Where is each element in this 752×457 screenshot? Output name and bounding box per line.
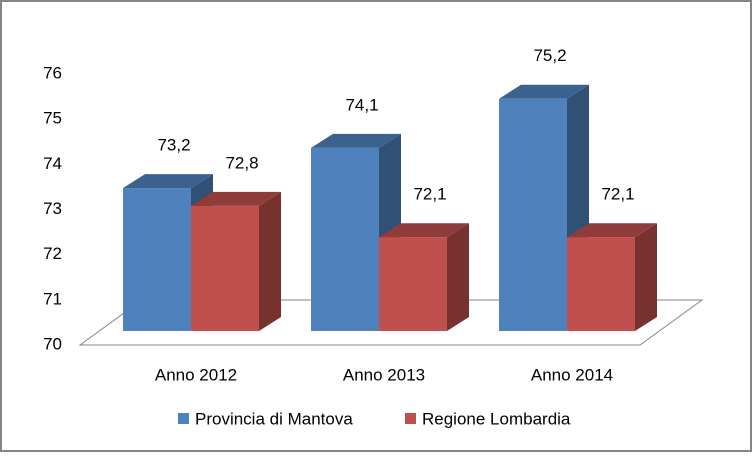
bar <box>379 237 447 331</box>
y-tick-label: 72 <box>43 244 62 263</box>
bar-top <box>123 174 213 189</box>
y-tick-label: 74 <box>43 154 62 173</box>
floor <box>78 299 704 346</box>
bar-top <box>567 223 657 238</box>
legend-swatch <box>405 413 416 424</box>
x-tick-label: Anno 2012 <box>155 365 237 384</box>
legend-label: Regione Lombardia <box>422 409 571 428</box>
y-tick-label: 71 <box>43 289 62 308</box>
bar-side <box>447 223 469 331</box>
value-label: 75,2 <box>533 46 566 65</box>
bar-side <box>259 191 281 331</box>
value-label: 73,2 <box>157 136 190 155</box>
value-label: 72,1 <box>413 185 446 204</box>
y-tick-label: 75 <box>43 109 62 128</box>
bar-top <box>379 223 469 238</box>
bar-top <box>311 133 401 148</box>
bar <box>191 205 259 331</box>
bar <box>311 147 379 331</box>
bar-top <box>191 191 281 206</box>
y-tick-label: 76 <box>43 63 62 82</box>
x-tick-label: Anno 2013 <box>343 365 425 384</box>
bar <box>499 98 567 331</box>
value-label: 72,8 <box>225 153 258 172</box>
x-tick-label: Anno 2014 <box>531 365 613 384</box>
legend-label: Provincia di Mantova <box>195 409 353 428</box>
value-label: 72,1 <box>601 185 634 204</box>
bar-top <box>499 84 589 99</box>
bar <box>123 188 191 331</box>
legend-swatch <box>178 413 189 424</box>
value-label: 74,1 <box>345 95 378 114</box>
bar <box>567 237 635 331</box>
y-tick-label: 70 <box>43 334 62 353</box>
bar-side <box>635 223 657 331</box>
y-tick-label: 73 <box>43 199 62 218</box>
